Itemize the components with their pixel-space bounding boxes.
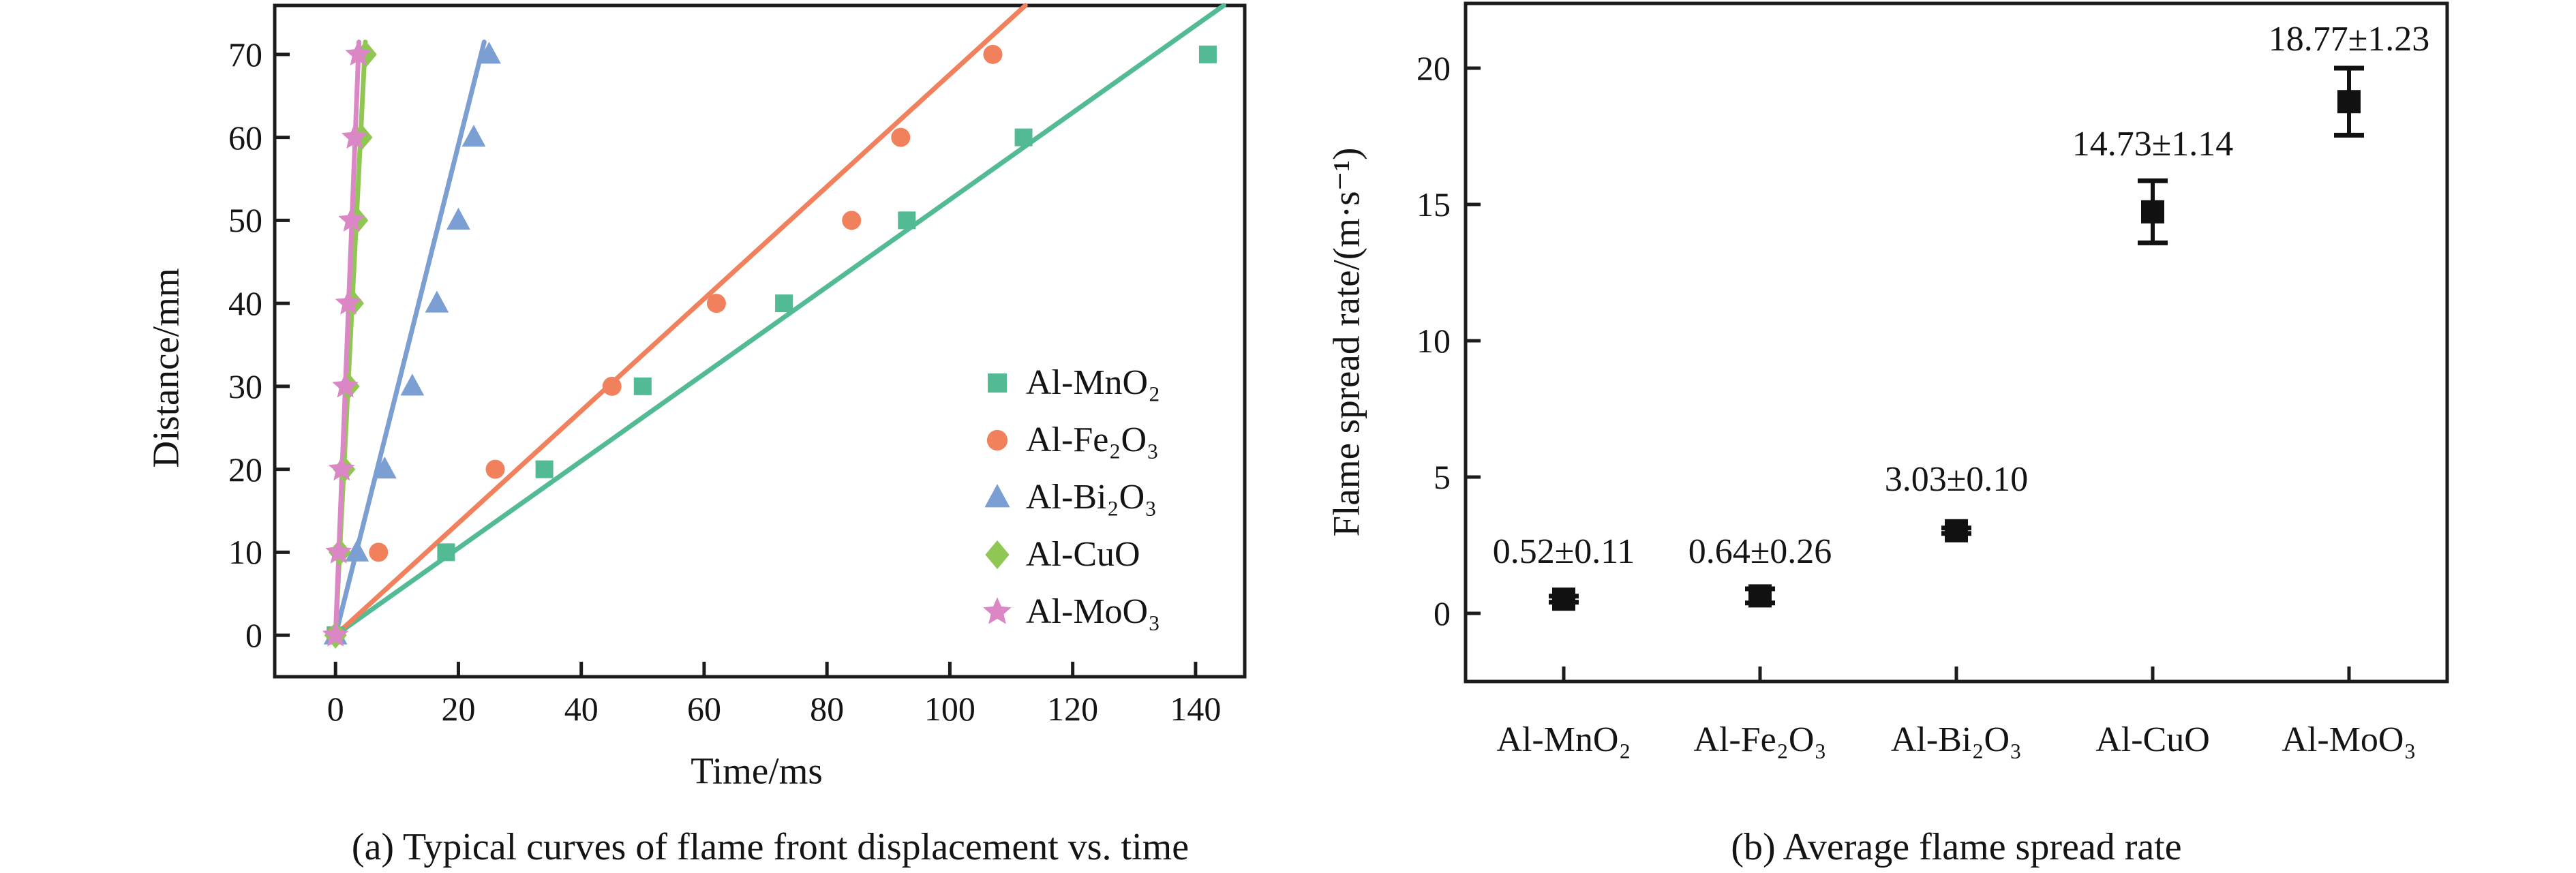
chart-a-x-tick-label: 20: [441, 690, 476, 728]
chart-a-y-tick-label: 0: [245, 616, 262, 655]
data-point-Al-Bi₂O₃: [446, 207, 470, 230]
chart-a-x-axis-label: Time/ms: [691, 750, 823, 792]
chart-a-y-tick-label: 70: [228, 35, 262, 74]
data-point-Al-Bi₂O₃: [400, 373, 425, 396]
data-point-Al-Bi₂O₃: [425, 290, 449, 313]
chart-a-y-tick-label: 60: [228, 118, 262, 157]
data-point-Al-MoO₃: [332, 372, 359, 398]
chart-a-x-tick-label: 140: [1170, 690, 1222, 728]
data-point-Al-Fe₂O₃: [1748, 584, 1772, 608]
chart-a-plot: [273, 3, 1247, 679]
data-point-Al-Fe₂O₃: [485, 459, 505, 479]
data-point-Al-Fe₂O₃: [369, 542, 389, 562]
data-point-Al-CuO: [2141, 200, 2164, 224]
chart-b-plot: [1464, 1, 2449, 684]
chart-a-x-tick-label: 60: [686, 690, 721, 728]
chart-b-caption: (b) Average flame spread rate: [1731, 826, 2182, 868]
value-annotation-Al-Fe₂O₃: 0.64±0.26: [1688, 532, 1832, 571]
data-point-Al-MoO₃: [2337, 90, 2361, 114]
legend-marker-Al-MoO₃: [983, 597, 1012, 624]
legend-marker-Al-Bi₂O₃: [984, 484, 1010, 508]
chart-a-x-tick-label: 100: [924, 690, 975, 728]
data-point-Al-MoO₃: [325, 538, 352, 564]
legend-marker-Al-CuO: [985, 540, 1010, 570]
chart-a-y-axis-label: Distance/mm: [145, 268, 187, 468]
value-annotation-Al-MoO₃: 18.77±1.23: [2268, 20, 2430, 59]
data-point-Al-MnO₂: [437, 543, 455, 562]
value-annotation-Al-CuO: 14.73±1.14: [2072, 125, 2234, 164]
chart-b-y-tick-label: 20: [1416, 49, 1451, 87]
legend-label-Al-Bi₂O₃: Al-Bi₂O₃: [1026, 478, 1157, 517]
legend-label-Al-CuO: Al-CuO: [1026, 535, 1140, 574]
data-point-Al-Fe₂O₃: [891, 127, 911, 147]
chart-a-frame: [273, 3, 1247, 679]
data-point-Al-MnO₂: [1198, 45, 1217, 63]
legend-marker-Al-Fe₂O₃: [986, 429, 1008, 451]
category-label-Al-Bi₂O₃: Al-Bi₂O₃: [1890, 720, 2022, 759]
value-annotation-Al-Bi₂O₃: 3.03±0.10: [1884, 460, 2029, 499]
legend-label-Al-MnO₂: Al-MnO₂: [1026, 363, 1161, 402]
data-point-Al-Fe₂O₃: [602, 376, 622, 396]
data-point-Al-MnO₂: [775, 294, 793, 313]
chart-a-y-tick-label: 40: [228, 284, 262, 323]
chart-b-y-axis-label: Flame spread rate/(m·s⁻¹): [1325, 147, 1367, 537]
data-point-Al-MnO₂: [1014, 128, 1033, 147]
value-annotation-Al-MnO₂: 0.52±0.11: [1492, 532, 1635, 571]
chart-b-y-tick-label: 5: [1434, 458, 1451, 496]
fit-line-Al-MnO₂: [333, 3, 1226, 638]
chart-b-y-tick-label: 15: [1416, 185, 1451, 224]
data-point-Al-MnO₂: [1552, 587, 1575, 611]
data-point-Al-MnO₂: [633, 377, 652, 395]
category-label-Al-CuO: Al-CuO: [2095, 720, 2210, 759]
category-label-Al-MnO₂: Al-MnO₂: [1496, 720, 1631, 759]
data-point-Al-MoO₃: [335, 289, 362, 315]
data-point-Al-MoO₃: [338, 206, 365, 232]
data-point-Al-MnO₂: [898, 211, 916, 230]
chart-a-x-tick-label: 80: [810, 690, 845, 728]
chart-a-y-tick-label: 20: [228, 450, 262, 489]
data-point-Al-Bi₂O₃: [1945, 519, 1968, 542]
data-point-Al-Fe₂O₃: [983, 44, 1003, 64]
chart-a-y-tick-label: 10: [228, 533, 262, 572]
legend-label-Al-MoO₃: Al-MoO₃: [1026, 592, 1161, 631]
chart-a-x-tick-label: 120: [1047, 690, 1099, 728]
legend-marker-Al-MnO₂: [988, 373, 1007, 393]
chart-a-x-tick-label: 0: [327, 690, 344, 728]
data-point-Al-Bi₂O₃: [461, 124, 486, 147]
chart-a-y-tick-label: 30: [228, 367, 262, 405]
data-point-Al-Bi₂O₃: [345, 539, 369, 562]
data-point-Al-MoO₃: [345, 40, 372, 66]
data-point-Al-MoO₃: [322, 621, 349, 647]
data-point-Al-MnO₂: [535, 460, 554, 478]
chart-a-y-tick-label: 50: [228, 201, 262, 240]
data-point-Al-MoO₃: [341, 123, 368, 149]
legend-label-Al-Fe₂O₃: Al-Fe₂O₃: [1026, 420, 1160, 459]
fit-line-Al-Bi₂O₃: [333, 40, 487, 638]
data-point-Al-Fe₂O₃: [842, 211, 862, 230]
fit-line-Al-Fe₂O₃: [333, 3, 1028, 638]
data-point-Al-Fe₂O₃: [706, 294, 726, 313]
chart-a-x-tick-label: 40: [564, 690, 598, 728]
chart-b-y-tick-label: 0: [1434, 594, 1451, 632]
chart-a-caption: (a) Typical curves of flame front displa…: [351, 826, 1189, 868]
chart-b-y-tick-label: 10: [1416, 322, 1451, 360]
category-label-Al-Fe₂O₃: Al-Fe₂O₃: [1693, 720, 1827, 759]
data-point-Al-MoO₃: [328, 455, 355, 481]
category-label-Al-MoO₃: Al-MoO₃: [2282, 720, 2416, 759]
data-point-Al-Bi₂O₃: [372, 457, 397, 479]
data-point-Al-Bi₂O₃: [477, 42, 501, 64]
